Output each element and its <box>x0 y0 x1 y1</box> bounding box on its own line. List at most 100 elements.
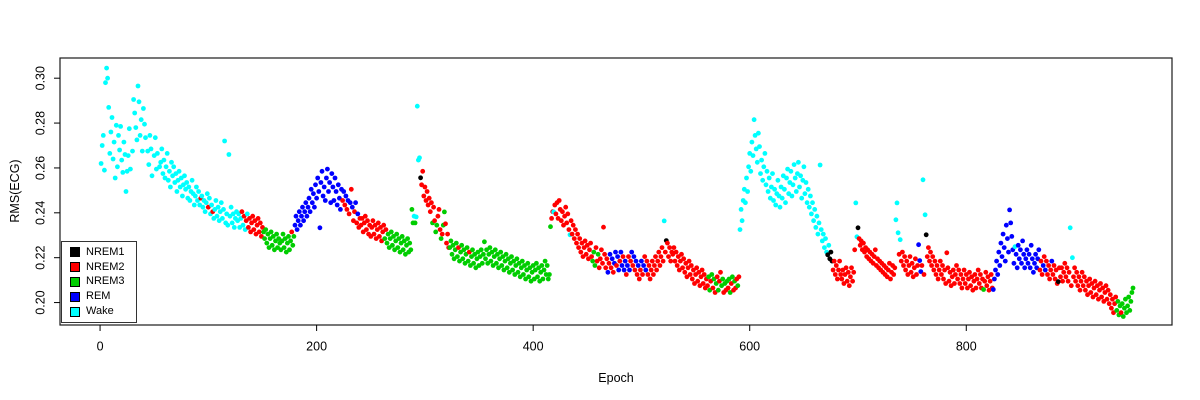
data-point <box>614 263 619 268</box>
data-point <box>250 213 256 219</box>
data-point <box>1027 265 1033 271</box>
data-point <box>1088 290 1094 295</box>
data-point <box>601 224 606 230</box>
data-point <box>424 189 430 194</box>
legend-label: Wake <box>86 305 114 318</box>
data-point <box>1075 283 1081 289</box>
data-point <box>802 191 808 197</box>
data-point <box>832 272 838 277</box>
data-point <box>1105 287 1111 293</box>
data-point <box>106 105 112 110</box>
data-point <box>671 245 677 251</box>
data-point <box>442 209 447 215</box>
data-point <box>757 144 762 150</box>
data-point <box>139 148 145 154</box>
data-point <box>617 258 623 264</box>
x-tick-label: 400 <box>523 339 544 353</box>
data-point <box>478 247 484 253</box>
data-point <box>853 200 859 206</box>
data-point <box>1059 265 1064 271</box>
data-point <box>448 238 454 244</box>
data-point <box>110 156 116 162</box>
legend-item-nrem1: NREM1 <box>70 246 134 258</box>
data-point <box>770 171 775 177</box>
data-point <box>400 247 406 253</box>
data-point <box>143 135 148 141</box>
data-point <box>346 211 352 217</box>
data-point <box>784 175 789 181</box>
data-point <box>289 229 295 235</box>
data-point <box>756 130 761 136</box>
data-point <box>646 263 652 268</box>
data-point <box>334 202 340 208</box>
data-point <box>643 267 649 273</box>
y-tick-label: 0.28 <box>33 111 47 135</box>
data-point <box>923 232 929 238</box>
data-point <box>894 200 900 206</box>
data-point <box>667 245 672 251</box>
data-point <box>1071 274 1076 280</box>
data-point <box>1021 251 1027 257</box>
data-point <box>191 202 197 208</box>
data-point <box>738 207 744 212</box>
data-point <box>119 157 125 163</box>
data-point <box>760 177 766 183</box>
data-point <box>565 211 571 217</box>
data-point <box>924 254 930 259</box>
data-point <box>668 258 674 264</box>
data-point <box>953 272 958 277</box>
data-point <box>225 222 231 228</box>
data-point <box>1066 269 1072 275</box>
data-point <box>365 218 370 224</box>
data-point <box>399 234 405 239</box>
data-point <box>263 227 269 233</box>
data-point <box>901 263 906 268</box>
data-point <box>672 258 678 264</box>
data-point <box>789 193 795 199</box>
data-point <box>1107 292 1113 298</box>
data-point <box>1044 258 1049 264</box>
data-point <box>471 260 476 266</box>
data-point <box>381 222 387 228</box>
data-point <box>324 175 329 181</box>
data-point <box>647 276 653 282</box>
data-point <box>981 287 986 292</box>
data-point <box>514 256 520 262</box>
data-point <box>553 211 559 217</box>
data-point <box>897 237 903 243</box>
data-point <box>582 238 588 244</box>
data-point <box>772 186 777 192</box>
data-point <box>384 240 390 246</box>
data-point <box>342 202 348 208</box>
data-point <box>709 272 715 277</box>
data-points-layer <box>98 65 1136 319</box>
data-point <box>978 272 983 277</box>
data-point <box>498 249 504 255</box>
data-point <box>315 175 321 181</box>
data-point <box>560 209 565 215</box>
data-point <box>434 222 440 228</box>
data-point <box>453 240 459 246</box>
data-point <box>1128 299 1134 304</box>
data-point <box>362 213 368 219</box>
data-point <box>439 231 445 237</box>
data-point <box>648 267 654 273</box>
data-point <box>764 168 770 174</box>
data-point <box>952 281 957 286</box>
data-point <box>577 236 583 242</box>
data-point <box>1099 294 1104 300</box>
data-point <box>595 251 601 257</box>
data-point <box>251 227 257 233</box>
data-point <box>903 267 908 273</box>
data-point <box>510 267 515 273</box>
data-point <box>622 258 628 264</box>
data-point <box>127 166 133 172</box>
data-point <box>182 173 187 179</box>
data-point <box>147 133 153 138</box>
data-point <box>950 267 956 273</box>
data-point <box>999 254 1005 259</box>
data-point <box>544 263 550 268</box>
data-point <box>983 269 989 275</box>
data-point <box>305 204 311 210</box>
data-point <box>736 274 742 280</box>
